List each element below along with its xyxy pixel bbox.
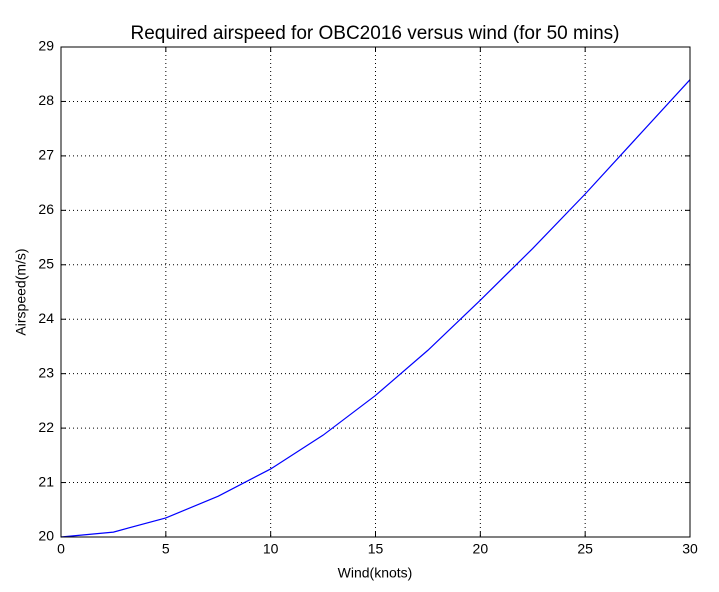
x-tick-label: 5 xyxy=(162,541,170,557)
y-tick-label: 23 xyxy=(38,364,54,380)
x-tick-label: 0 xyxy=(57,541,65,557)
x-tick-label: 25 xyxy=(577,541,593,557)
x-tick-label: 15 xyxy=(368,541,384,557)
chart-title: Required airspeed for OBC2016 versus win… xyxy=(131,23,620,44)
x-tick-label: 10 xyxy=(263,541,279,557)
y-tick-label: 28 xyxy=(38,92,54,108)
data-line xyxy=(60,79,691,538)
x-tick-label: 30 xyxy=(682,541,698,557)
y-tick-label: 21 xyxy=(38,473,54,489)
y-tick-label: 26 xyxy=(38,201,54,217)
y-tick-label: 27 xyxy=(38,147,54,163)
y-tick-label: 25 xyxy=(38,255,54,271)
x-tick-label: 20 xyxy=(473,541,489,557)
y-tick-label: 29 xyxy=(38,38,54,54)
plot-frame xyxy=(60,46,691,538)
y-tick-label: 20 xyxy=(38,528,54,544)
y-axis-label: Airspeed(m/s) xyxy=(13,248,29,335)
x-axis-label: Wind(knots) xyxy=(338,565,413,581)
y-tick-label: 24 xyxy=(38,310,54,326)
y-tick-label: 22 xyxy=(38,419,54,435)
